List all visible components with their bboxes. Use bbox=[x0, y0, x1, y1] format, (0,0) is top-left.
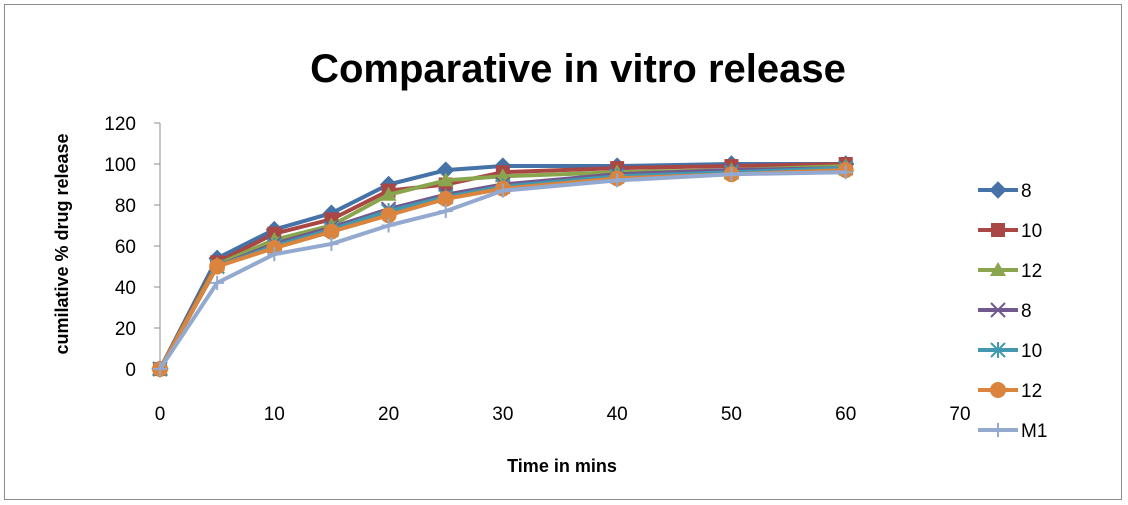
legend-marker bbox=[989, 181, 1007, 199]
data-point bbox=[495, 183, 510, 198]
x-tick-label: 40 bbox=[607, 404, 628, 425]
y-tick-label: 40 bbox=[115, 278, 136, 299]
y-tick-label: 0 bbox=[125, 360, 136, 381]
chart-frame bbox=[4, 4, 1122, 500]
x-tick-label: 50 bbox=[721, 404, 742, 425]
legend-label: 8 bbox=[1021, 181, 1032, 202]
data-point bbox=[324, 236, 339, 251]
legend-label: 10 bbox=[1021, 341, 1042, 362]
legend-entry: M1 bbox=[978, 421, 1047, 442]
y-axis-label: cumilative % drug release bbox=[52, 133, 72, 354]
legend: 8 10 12 8 10 12 M1 bbox=[978, 181, 1047, 442]
series-line bbox=[158, 170, 846, 371]
data-point bbox=[438, 204, 453, 219]
data-point bbox=[323, 223, 340, 240]
series-line bbox=[158, 166, 846, 370]
data-point bbox=[153, 362, 167, 376]
legend-marker bbox=[991, 223, 1005, 237]
legend-marker bbox=[990, 382, 1006, 398]
data-point bbox=[381, 218, 396, 233]
legend-marker bbox=[990, 302, 1006, 318]
data-point bbox=[724, 167, 739, 182]
y-tick-label: 20 bbox=[115, 319, 136, 340]
series-line bbox=[158, 162, 846, 370]
x-tick-label: 30 bbox=[492, 404, 513, 425]
legend-entry: 8 bbox=[978, 301, 1032, 322]
x-tick-label: 60 bbox=[835, 404, 856, 425]
data-point bbox=[838, 165, 853, 180]
legend-entry: 12 bbox=[978, 381, 1042, 402]
chart-title: Comparative in vitro release bbox=[310, 47, 846, 91]
data-point bbox=[494, 168, 511, 183]
y-tick-label: 100 bbox=[104, 155, 136, 176]
legend-label: 12 bbox=[1021, 381, 1042, 402]
x-tick-label: 70 bbox=[949, 404, 970, 425]
data-point bbox=[267, 247, 282, 262]
plot-area bbox=[151, 155, 855, 378]
series-line bbox=[158, 166, 846, 370]
data-point bbox=[209, 258, 226, 275]
data-point bbox=[210, 275, 225, 290]
legend-entry: 10 bbox=[978, 341, 1042, 362]
x-axis-label: Time in mins bbox=[507, 456, 617, 476]
data-point bbox=[610, 173, 625, 188]
y-tick-label: 80 bbox=[115, 196, 136, 217]
legend-label: 8 bbox=[1021, 301, 1032, 322]
y-tick-label: 60 bbox=[115, 237, 136, 258]
data-point bbox=[380, 186, 397, 201]
series-6 bbox=[153, 165, 853, 376]
x-tick-label: 0 bbox=[155, 404, 166, 425]
series-line bbox=[158, 168, 846, 370]
legend-entry: 12 bbox=[978, 261, 1042, 282]
legend-marker bbox=[991, 423, 1005, 437]
legend-label: 10 bbox=[1021, 221, 1042, 242]
legend-marker bbox=[990, 262, 1006, 276]
legend-marker bbox=[990, 342, 1006, 358]
data-point bbox=[380, 207, 397, 224]
legend-label: 12 bbox=[1021, 261, 1042, 282]
data-point bbox=[437, 190, 454, 207]
legend-entry: 10 bbox=[978, 221, 1042, 242]
axes: 0 20 40 60 80 100 120 0 10 20 30 40 50 60 70 bbox=[104, 114, 970, 425]
data-point bbox=[437, 172, 454, 187]
y-tick-label: 120 bbox=[104, 114, 136, 135]
legend-label: M1 bbox=[1021, 421, 1047, 442]
x-tick-label: 10 bbox=[264, 404, 285, 425]
legend-entry: 8 bbox=[978, 181, 1032, 202]
x-tick-label: 20 bbox=[378, 404, 399, 425]
